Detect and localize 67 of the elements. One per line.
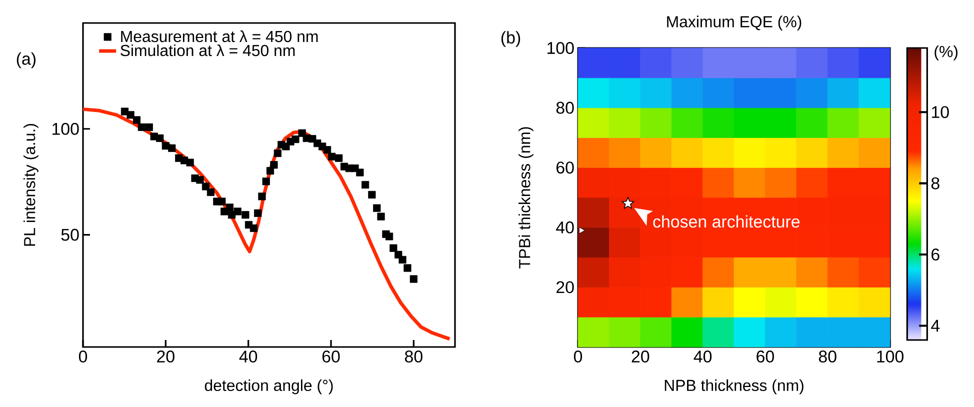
- x-tick-label: 20: [632, 350, 650, 363]
- point: [404, 264, 412, 272]
- legend-label: Simulation at λ = 450 nm: [120, 44, 295, 56]
- point: [145, 123, 153, 131]
- color-bar-label: 6: [932, 248, 940, 261]
- point: [368, 190, 376, 199]
- point: [356, 168, 364, 176]
- x-tick-label: 80: [818, 350, 836, 363]
- text: (a): [16, 52, 36, 68]
- y-tick-label: 60: [556, 162, 574, 174]
- point: [398, 256, 406, 264]
- point: [258, 192, 266, 200]
- point: [226, 204, 234, 212]
- y-tick-label: 100: [548, 42, 574, 54]
- line-series: [81, 107, 452, 341]
- point: [250, 224, 258, 232]
- y-tick-label: 80: [556, 102, 574, 114]
- point: [410, 275, 418, 283]
- point: [373, 204, 381, 212]
- point: [242, 211, 250, 219]
- x-tick-label: 100: [877, 350, 904, 363]
- point: [274, 149, 282, 158]
- point: [385, 232, 394, 240]
- point: [202, 182, 210, 190]
- x-tick-label: 80: [404, 350, 422, 363]
- point: [218, 198, 226, 206]
- point: [292, 135, 300, 144]
- legend-label: Measurement at λ = 450 nm: [121, 30, 318, 42]
- y-axis-title: TPBi thickness (nm): [518, 127, 534, 268]
- point: [390, 244, 398, 252]
- point: [206, 188, 215, 196]
- y-axis-title: PL intensity (a.u.): [24, 124, 38, 246]
- color-bar-label: 10: [932, 106, 949, 118]
- y-tick-label: 40: [556, 221, 574, 234]
- x-tick-label: 40: [694, 350, 712, 363]
- color-bar-label: 8: [931, 177, 940, 190]
- x-tick-label: 40: [239, 350, 258, 363]
- color-bar-label: 4: [931, 320, 940, 332]
- x-tick-label: 60: [756, 350, 774, 363]
- x-tick-label: 0: [78, 350, 88, 363]
- point: [323, 146, 332, 154]
- y-tick-label: 50: [61, 228, 79, 241]
- point: [196, 176, 204, 184]
- text: (b): [501, 31, 520, 47]
- point: [126, 111, 134, 119]
- x-tick-label: 20: [157, 350, 174, 363]
- point: [168, 144, 176, 152]
- chart-title: Maximum EQE (%): [667, 16, 802, 30]
- x-axis-title: NPB thickness (nm): [664, 379, 804, 394]
- point: [254, 209, 262, 217]
- point: [328, 152, 336, 160]
- point: [186, 158, 194, 166]
- point: [335, 154, 343, 162]
- point: [262, 178, 270, 186]
- x-axis-title: detection angle (°): [204, 379, 333, 394]
- point: [362, 180, 370, 189]
- point: [234, 208, 242, 216]
- point: [156, 134, 164, 142]
- x-tick-label: 0: [574, 350, 582, 363]
- point: [377, 212, 385, 220]
- point: [138, 123, 146, 131]
- x-tick-label: 60: [322, 350, 340, 363]
- color-bar-title: (%): [934, 46, 958, 60]
- y-tick-label: 20: [556, 281, 574, 294]
- annotation: chosen architecture: [653, 215, 800, 228]
- point: [270, 161, 278, 169]
- point: [132, 116, 141, 124]
